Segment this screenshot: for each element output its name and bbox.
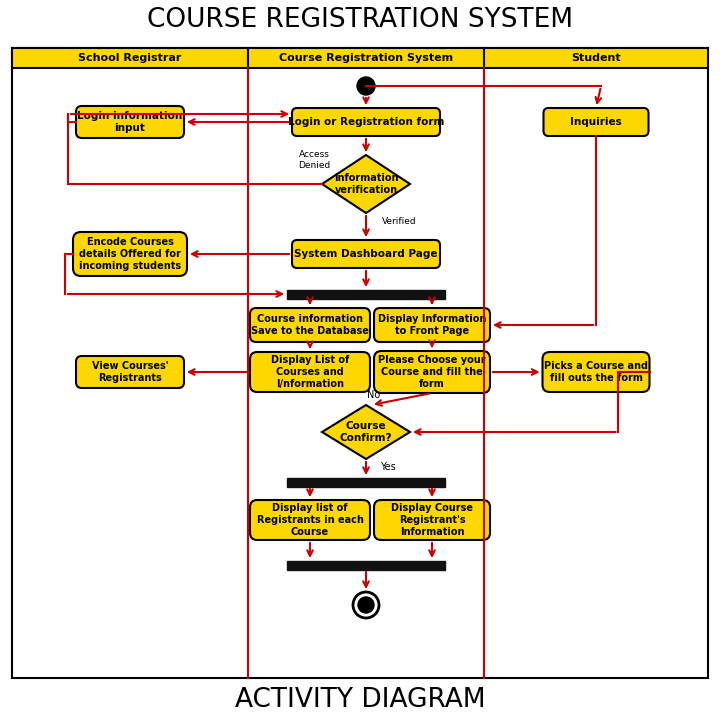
- Text: Display list of
Registrants in each
Course: Display list of Registrants in each Cour…: [256, 503, 364, 536]
- Text: Course
Confirm?: Course Confirm?: [340, 421, 392, 443]
- Circle shape: [358, 597, 374, 613]
- FancyBboxPatch shape: [544, 108, 649, 136]
- FancyBboxPatch shape: [374, 500, 490, 540]
- Text: Login or Registration form: Login or Registration form: [288, 117, 444, 127]
- Text: Inquiries: Inquiries: [570, 117, 622, 127]
- Text: Display Information
to Front Page: Display Information to Front Page: [378, 314, 486, 336]
- Text: Display List of
Courses and
I/nformation: Display List of Courses and I/nformation: [271, 356, 349, 389]
- Bar: [287, 560, 445, 570]
- FancyBboxPatch shape: [250, 500, 370, 540]
- Text: ACTIVITY DIAGRAM: ACTIVITY DIAGRAM: [235, 687, 485, 713]
- Bar: [248, 48, 484, 68]
- Text: Display Course
Registrant's
Information: Display Course Registrant's Information: [391, 503, 473, 536]
- Text: No: No: [367, 390, 381, 400]
- Bar: [12, 48, 248, 68]
- FancyBboxPatch shape: [73, 232, 187, 276]
- FancyBboxPatch shape: [374, 351, 490, 393]
- Text: School Registrar: School Registrar: [78, 53, 181, 63]
- Circle shape: [353, 592, 379, 618]
- Text: Access
Denied: Access Denied: [298, 150, 330, 170]
- Text: Information
verification: Information verification: [334, 174, 398, 195]
- Polygon shape: [322, 155, 410, 213]
- FancyBboxPatch shape: [292, 108, 440, 136]
- Text: Student: Student: [571, 53, 621, 63]
- FancyBboxPatch shape: [250, 308, 370, 342]
- Bar: [287, 477, 445, 487]
- Text: System Dashboard Page: System Dashboard Page: [294, 249, 438, 259]
- Text: Course Registration System: Course Registration System: [279, 53, 453, 63]
- Text: Encode Courses
details Offered for
incoming students: Encode Courses details Offered for incom…: [79, 238, 181, 271]
- FancyBboxPatch shape: [76, 106, 184, 138]
- Bar: [12, 48, 708, 678]
- Text: View Courses'
Registrants: View Courses' Registrants: [91, 361, 168, 383]
- Text: Yes: Yes: [380, 462, 396, 472]
- Text: Picks a Course and
fill outs the form: Picks a Course and fill outs the form: [544, 361, 648, 383]
- Polygon shape: [322, 405, 410, 459]
- FancyBboxPatch shape: [76, 356, 184, 388]
- Text: Login information
input: Login information input: [77, 111, 183, 132]
- FancyBboxPatch shape: [374, 308, 490, 342]
- Text: COURSE REGISTRATION SYSTEM: COURSE REGISTRATION SYSTEM: [147, 7, 573, 33]
- Bar: [484, 48, 708, 68]
- Text: Verified: Verified: [382, 217, 417, 225]
- Text: Course information
Save to the Database: Course information Save to the Database: [251, 314, 369, 336]
- FancyBboxPatch shape: [542, 352, 649, 392]
- Text: Please Choose your
Course and fill the
form: Please Choose your Course and fill the f…: [378, 356, 486, 389]
- Circle shape: [357, 77, 375, 95]
- FancyBboxPatch shape: [250, 352, 370, 392]
- FancyBboxPatch shape: [292, 240, 440, 268]
- Bar: [287, 289, 445, 299]
